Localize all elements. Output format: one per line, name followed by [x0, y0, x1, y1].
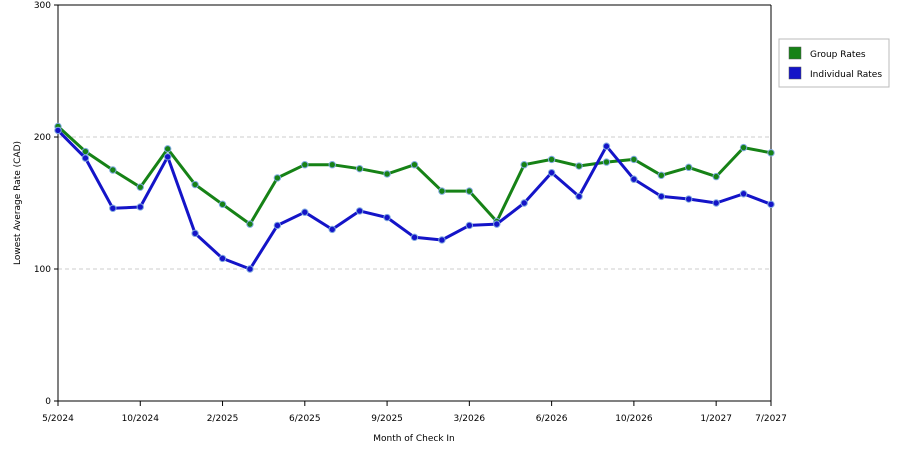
- xtick-label-24: 1/2027: [700, 414, 732, 424]
- ytick-label-200: 200: [34, 133, 51, 143]
- point-individual-rates-7: [246, 265, 254, 273]
- point-group-rates-7: [246, 220, 254, 228]
- point-individual-rates-20: [602, 142, 611, 150]
- point-group-rates-23: [685, 163, 693, 172]
- ytick-label-300: 300: [34, 1, 51, 11]
- axes: [57, 5, 772, 402]
- point-group-rates-3: [136, 183, 144, 191]
- point-individual-rates-10: [328, 225, 336, 234]
- xtick-label-6: 2/2025: [207, 414, 239, 424]
- point-individual-rates-12: [383, 213, 391, 222]
- point-individual-rates-26: [767, 200, 775, 209]
- point-individual-rates-21: [630, 175, 638, 183]
- legend-label-individual-rates: Individual Rates: [810, 70, 882, 80]
- point-individual-rates-22: [657, 192, 666, 201]
- series-individual-rates: [54, 126, 775, 273]
- xtick-label-26: 7/2027: [755, 414, 787, 424]
- series: [54, 122, 775, 273]
- point-individual-rates-1: [81, 154, 90, 162]
- xtick-label-21: 10/2026: [615, 414, 653, 424]
- point-group-rates-10: [328, 161, 336, 169]
- point-individual-rates-23: [685, 195, 693, 203]
- point-individual-rates-0: [54, 126, 62, 135]
- point-group-rates-18: [547, 155, 556, 164]
- point-group-rates-19: [575, 162, 583, 170]
- point-group-rates-8: [273, 174, 282, 182]
- point-individual-rates-14: [438, 236, 446, 244]
- ytick-label-0: 0: [45, 397, 51, 407]
- xtick-label-12: 9/2025: [371, 414, 403, 424]
- xtick-label-9: 6/2025: [289, 414, 321, 424]
- point-individual-rates-18: [547, 168, 556, 177]
- grid-lines: [58, 4, 771, 270]
- point-group-rates-4: [163, 145, 172, 153]
- point-group-rates-14: [438, 187, 446, 195]
- legend: Group Rates Individual Rates: [778, 38, 890, 88]
- xtick-label-0: 5/2024: [42, 414, 74, 424]
- x-ticks: 5/2024 10/2024 2/2025 6/2025 9/2025 3/2026 6/2…: [42, 401, 787, 424]
- point-individual-rates-19: [575, 192, 583, 201]
- point-individual-rates-9: [301, 208, 309, 216]
- legend-label-group-rates: Group Rates: [810, 50, 866, 60]
- point-group-rates-22: [657, 171, 666, 179]
- series-group-rates: [54, 122, 775, 228]
- point-group-rates-26: [767, 149, 775, 157]
- point-group-rates-11: [355, 164, 364, 173]
- point-individual-rates-15: [465, 221, 474, 230]
- point-individual-rates-8: [273, 221, 282, 230]
- point-group-rates-9: [301, 161, 309, 169]
- legend-swatch-group-rates: [788, 46, 802, 60]
- point-group-rates-25: [739, 143, 748, 152]
- point-individual-rates-4: [163, 153, 172, 161]
- point-group-rates-20: [602, 158, 611, 166]
- point-individual-rates-13: [410, 233, 419, 242]
- xtick-label-18: 6/2026: [536, 414, 568, 424]
- point-group-rates-5: [191, 180, 199, 189]
- xtick-label-15: 3/2026: [454, 414, 486, 424]
- y-axis-title: Lowest Average Rate (CAD): [13, 141, 23, 265]
- point-individual-rates-3: [136, 203, 144, 211]
- point-group-rates-2: [109, 166, 117, 174]
- point-individual-rates-16: [493, 220, 501, 228]
- point-group-rates-12: [383, 170, 391, 178]
- point-group-rates-17: [520, 161, 528, 169]
- point-individual-rates-2: [109, 204, 117, 212]
- point-individual-rates-5: [191, 229, 199, 238]
- point-group-rates-13: [410, 161, 419, 169]
- point-individual-rates-24: [712, 199, 720, 207]
- legend-swatch-individual-rates: [788, 66, 802, 80]
- point-individual-rates-6: [218, 254, 227, 263]
- point-group-rates-24: [712, 172, 720, 181]
- x-axis-title: Month of Check In: [373, 434, 455, 444]
- point-group-rates-15: [465, 187, 474, 195]
- ytick-label-100: 100: [34, 265, 51, 275]
- y-ticks: 0 100 200 300: [34, 1, 58, 407]
- xtick-label-3: 10/2024: [122, 414, 160, 424]
- point-group-rates-6: [218, 200, 227, 209]
- point-individual-rates-17: [520, 199, 528, 207]
- point-individual-rates-11: [355, 207, 364, 215]
- point-group-rates-21: [630, 155, 638, 164]
- point-individual-rates-25: [739, 190, 748, 198]
